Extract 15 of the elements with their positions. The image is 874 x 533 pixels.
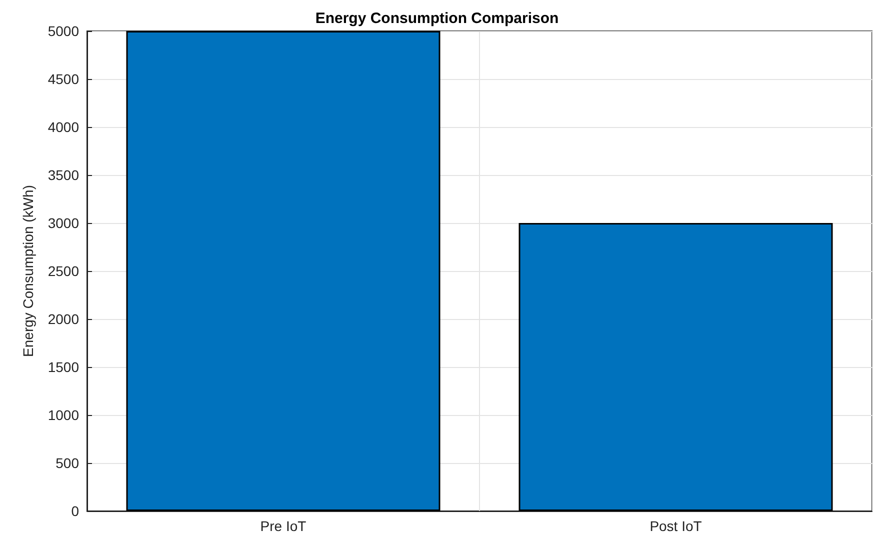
y-axis-title: Energy Consumption (kWh)	[20, 185, 36, 357]
y-tick-label: 0	[71, 503, 80, 519]
y-tick-label: 2500	[48, 263, 80, 279]
y-tick-label: 3000	[48, 215, 80, 231]
y-tick-label: 2000	[48, 311, 80, 327]
y-tick-label: 5000	[48, 23, 80, 39]
y-tick-label: 4000	[48, 119, 80, 135]
y-tick-label: 4500	[48, 71, 80, 87]
y-tick-label: 1000	[48, 407, 80, 423]
chart-title: Energy Consumption Comparison	[315, 10, 559, 27]
x-tick-label: Pre IoT	[260, 518, 307, 533]
y-tick-label: 3500	[48, 167, 80, 183]
x-tick-label: Post IoT	[650, 518, 702, 533]
y-tick-label: 500	[56, 455, 80, 471]
y-tick-label: 1500	[48, 359, 80, 375]
